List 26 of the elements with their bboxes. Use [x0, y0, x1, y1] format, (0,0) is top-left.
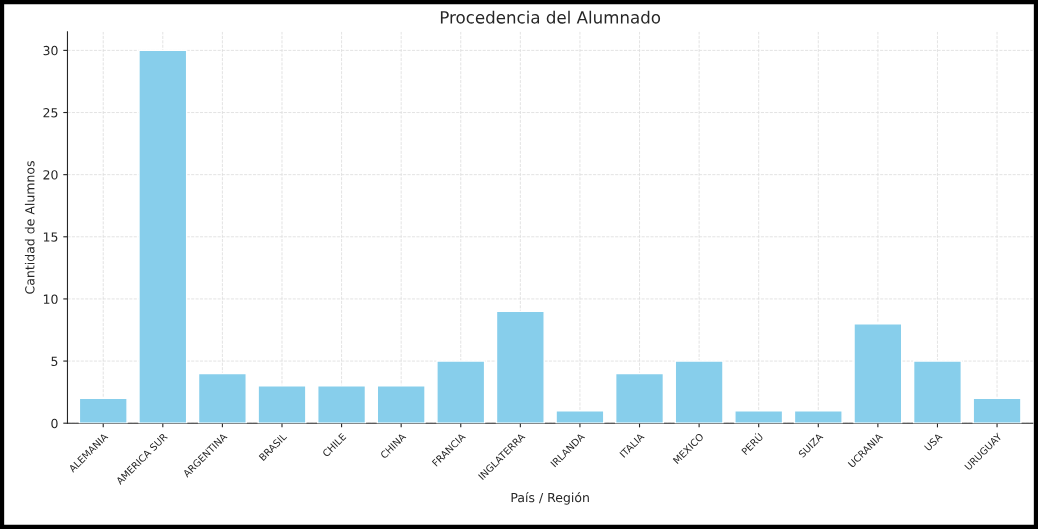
bar	[436, 360, 486, 424]
bar	[317, 385, 367, 424]
x-axis-title: País / Región	[511, 492, 589, 505]
y-tick-label: 30	[43, 45, 58, 56]
chart-title: Procedencia del Alumnado	[440, 10, 661, 24]
y-tick-label: 15	[43, 232, 58, 242]
y-tick-label: 5	[51, 356, 58, 366]
y-tick-label: 25	[43, 107, 58, 118]
bar	[674, 360, 724, 424]
bar	[138, 49, 188, 424]
bar	[853, 323, 903, 424]
bar	[734, 410, 784, 424]
bar	[257, 385, 307, 424]
y-axis-title: Cantidad de Alumnos	[24, 161, 35, 294]
bar	[495, 310, 545, 424]
y-tick-label: 20	[43, 170, 58, 180]
y-tick-label: 0	[51, 418, 58, 429]
bar	[78, 397, 128, 424]
bar	[376, 385, 426, 424]
bar	[972, 397, 1022, 424]
y-tick-label: 10	[43, 294, 58, 304]
bar	[555, 410, 605, 424]
bar	[197, 372, 247, 424]
bar	[614, 372, 665, 424]
bar	[912, 360, 962, 424]
bar	[793, 410, 843, 424]
